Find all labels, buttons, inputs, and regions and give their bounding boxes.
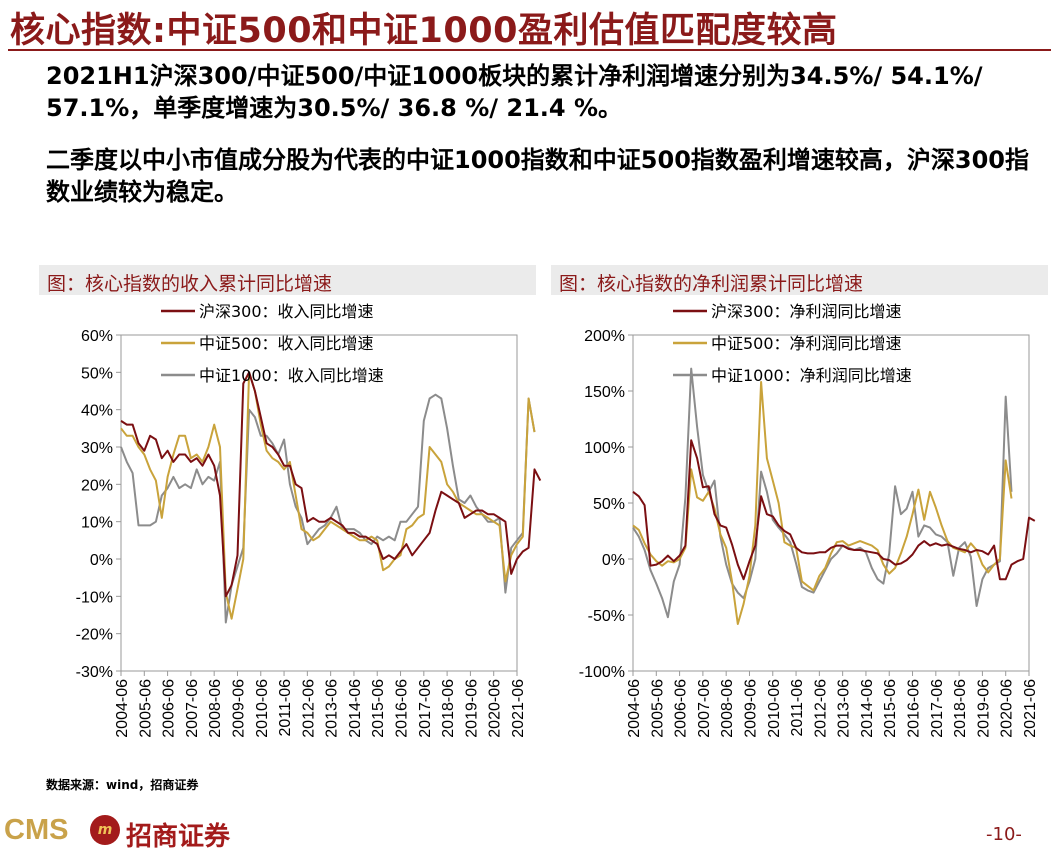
profit-chart: 200% 150% 100% 50% 0% -50% -100%2004-06 2005-06… bbox=[579, 302, 1039, 738]
profit-chart-title: 图：核心指数的净利润累计同比增速 bbox=[559, 273, 864, 295]
x-tick-label: 2021-06 bbox=[510, 679, 527, 738]
revenue-chart: 60% 50% 40% 30% 20% 10% 0% -10% -20% -30%2004-06 2… bbox=[76, 302, 542, 738]
legend-entry: 中证1000：净利润同比增速 bbox=[711, 366, 912, 385]
summary-paragraph-1: 2021H1沪深300/中证500/中证1000板块的累计净利润增速分别为34.… bbox=[46, 62, 983, 122]
y-tick-label: 0% bbox=[90, 552, 113, 569]
y-tick-label: 60% bbox=[81, 328, 113, 345]
series-line bbox=[120, 371, 542, 598]
title-rule bbox=[8, 49, 1051, 51]
x-tick-label: 2013-06 bbox=[836, 679, 853, 738]
series-line bbox=[632, 439, 1036, 581]
plot-frame bbox=[120, 334, 518, 672]
x-tick-label: 2018-06 bbox=[952, 679, 969, 738]
x-tick-label: 2015-06 bbox=[370, 679, 387, 738]
x-tick-label: 2008-06 bbox=[207, 679, 224, 738]
x-tick-label: 2016-06 bbox=[906, 679, 923, 738]
x-tick-label: 2019-06 bbox=[463, 679, 480, 738]
x-tick-label: 2006-06 bbox=[673, 679, 690, 738]
y-tick-label: 40% bbox=[81, 403, 113, 420]
x-tick-label: 2012-06 bbox=[300, 679, 317, 738]
y-tick-label: 100% bbox=[584, 440, 625, 457]
y-tick-label: 150% bbox=[584, 384, 625, 401]
x-tick-label: 2004-06 bbox=[626, 679, 643, 738]
x-tick-label: 2005-06 bbox=[649, 679, 666, 738]
x-tick-label: 2015-06 bbox=[882, 679, 899, 738]
page-number: -10- bbox=[986, 824, 1022, 845]
logo-company-name: 招商证券 bbox=[126, 822, 231, 852]
y-tick-label: -30% bbox=[76, 664, 113, 681]
x-tick-label: 2005-06 bbox=[137, 679, 154, 738]
series-line bbox=[632, 381, 1013, 625]
x-tick-label: 2017-06 bbox=[417, 679, 434, 738]
x-tick-label: 2008-06 bbox=[719, 679, 736, 738]
y-tick-label: 50% bbox=[81, 365, 113, 382]
logo-text: CMS bbox=[4, 814, 69, 846]
y-tick-label: 0% bbox=[602, 552, 625, 569]
page-title: 核心指数:中证500和中证1000盈利估值匹配度较高 bbox=[10, 11, 838, 51]
x-tick-label: 2016-06 bbox=[394, 679, 411, 738]
x-tick-label: 2006-06 bbox=[161, 679, 178, 738]
legend-entry: 沪深300：净利润同比增速 bbox=[711, 302, 902, 321]
summary-paragraph-2: 二季度以中小市值成分股为代表的中证1000指数和中证500指数盈利增速较高，沪深… bbox=[46, 146, 1029, 206]
profit-chart-panel: 图：核心指数的净利润累计同比增速 200% 150% 100% 50% 0% -50% -1… bbox=[551, 265, 1048, 765]
legend-entry: 中证500：收入同比增速 bbox=[199, 334, 374, 353]
x-tick-label: 2020-06 bbox=[999, 679, 1016, 738]
x-tick-label: 2021-06 bbox=[1022, 679, 1039, 738]
x-tick-label: 2017-06 bbox=[929, 679, 946, 738]
x-tick-label: 2019-06 bbox=[975, 679, 992, 738]
y-tick-label: -10% bbox=[76, 589, 113, 606]
x-tick-label: 2010-06 bbox=[254, 679, 271, 738]
y-tick-label: -50% bbox=[588, 608, 625, 625]
x-tick-label: 2013-06 bbox=[324, 679, 341, 738]
x-tick-label: 2007-06 bbox=[696, 679, 713, 738]
x-tick-label: 2018-06 bbox=[440, 679, 457, 738]
series-line bbox=[120, 393, 536, 624]
logo-mark-icon: m bbox=[90, 815, 120, 845]
y-tick-label: -20% bbox=[76, 627, 113, 644]
y-tick-label: -100% bbox=[579, 664, 625, 681]
legend-entry: 沪深300：收入同比增速 bbox=[199, 302, 374, 321]
legend-entry: 中证500：净利润同比增速 bbox=[711, 334, 902, 353]
series-line bbox=[632, 367, 1013, 619]
y-tick-label: 30% bbox=[81, 440, 113, 457]
x-tick-label: 2011-06 bbox=[277, 679, 294, 737]
x-tick-label: 2012-06 bbox=[812, 679, 829, 738]
data-source-note: 数据来源：wind，招商证券 bbox=[46, 778, 199, 792]
series-line bbox=[120, 371, 536, 620]
y-tick-label: 200% bbox=[584, 328, 625, 345]
revenue-chart-title: 图：核心指数的收入累计同比增速 bbox=[47, 273, 333, 295]
y-tick-label: 10% bbox=[81, 515, 113, 532]
revenue-chart-panel: 图：核心指数的收入累计同比增速 60% 50% 40% 30% 20% 10% 0% -10%… bbox=[39, 265, 542, 765]
revenue-chart-header: 图：核心指数的收入累计同比增速 bbox=[39, 265, 536, 295]
x-tick-label: 2007-06 bbox=[184, 679, 201, 738]
x-tick-label: 2014-06 bbox=[347, 679, 364, 738]
x-tick-label: 2010-06 bbox=[766, 679, 783, 738]
profit-chart-header: 图：核心指数的净利润累计同比增速 bbox=[551, 265, 1048, 295]
legend-entry: 中证1000：收入同比增速 bbox=[199, 366, 384, 385]
y-tick-label: 20% bbox=[81, 477, 113, 494]
x-tick-label: 2014-06 bbox=[859, 679, 876, 738]
x-tick-label: 2004-06 bbox=[114, 679, 131, 738]
x-tick-label: 2009-06 bbox=[742, 679, 759, 738]
x-tick-label: 2020-06 bbox=[487, 679, 504, 738]
x-tick-label: 2009-06 bbox=[230, 679, 247, 738]
x-tick-label: 2011-06 bbox=[789, 679, 806, 737]
y-tick-label: 50% bbox=[593, 496, 625, 513]
